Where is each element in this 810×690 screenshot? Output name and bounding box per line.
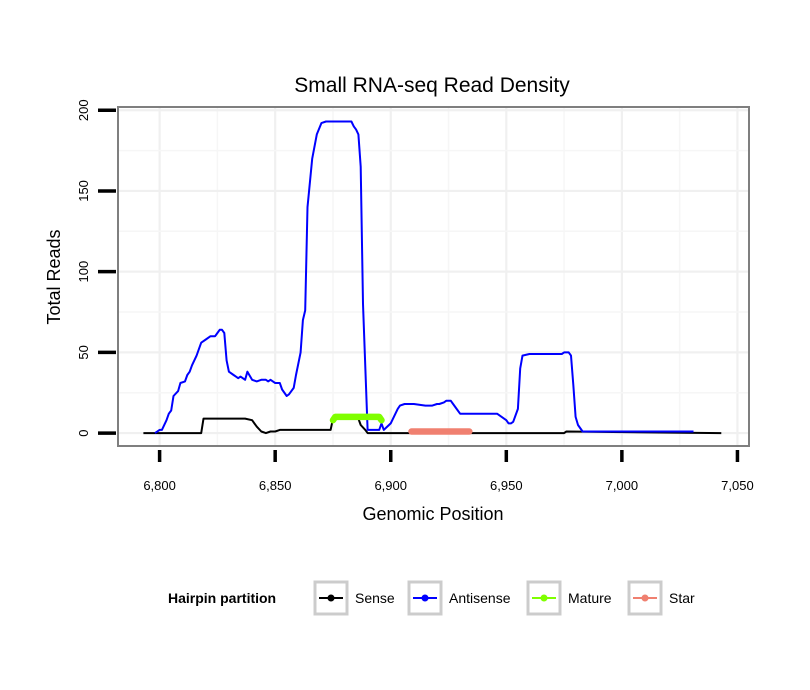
plot-border — [117, 106, 750, 447]
x-tick-label: 6,800 — [143, 478, 176, 493]
x-tick-label: 6,850 — [259, 478, 292, 493]
legend-key-point — [327, 594, 335, 602]
y-tick-label: 150 — [76, 180, 91, 202]
series-layer — [143, 120, 722, 435]
x-tick-label: 7,050 — [721, 478, 754, 493]
x-axis-title: Genomic Position — [362, 504, 503, 524]
legend-item-star: Star — [627, 580, 695, 616]
legend-label: Sense — [355, 590, 395, 606]
y-tick-label: 100 — [76, 261, 91, 283]
legend-key-point — [421, 594, 429, 602]
series-line-sense — [143, 417, 722, 435]
axis-ticks: 6,800 6,850 6,900 6,950 7,000 7,050 0 50 100 150 2… — [76, 99, 754, 493]
legend-item-mature: Mature — [526, 580, 612, 616]
series-line-mature — [329, 413, 385, 424]
legend-title: Hairpin partition — [168, 590, 276, 606]
y-tick-label: 50 — [76, 345, 91, 359]
legend: Hairpin partition Sense Antisense Mature St… — [168, 580, 695, 616]
x-tick-label: 6,900 — [374, 478, 407, 493]
legend-label: Mature — [568, 590, 612, 606]
chart-title: Small RNA-seq Read Density — [294, 74, 570, 97]
legend-key-point — [641, 594, 649, 602]
x-tick-label: 7,000 — [606, 478, 639, 493]
legend-item-antisense: Antisense — [407, 580, 511, 616]
y-axis-title: Total Reads — [44, 229, 64, 324]
legend-key-point — [540, 594, 548, 602]
series-line-antisense — [154, 120, 694, 434]
y-tick-label: 0 — [76, 429, 91, 436]
legend-label: Star — [669, 590, 695, 606]
y-tick-label: 200 — [76, 99, 91, 121]
legend-item-sense: Sense — [313, 580, 395, 616]
grid-lines — [118, 107, 749, 446]
x-tick-label: 6,950 — [490, 478, 523, 493]
legend-label: Antisense — [449, 590, 511, 606]
